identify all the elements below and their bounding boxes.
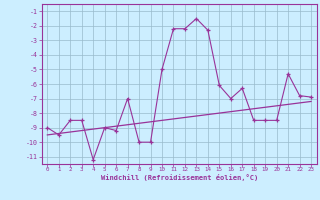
X-axis label: Windchill (Refroidissement éolien,°C): Windchill (Refroidissement éolien,°C) <box>100 174 258 181</box>
